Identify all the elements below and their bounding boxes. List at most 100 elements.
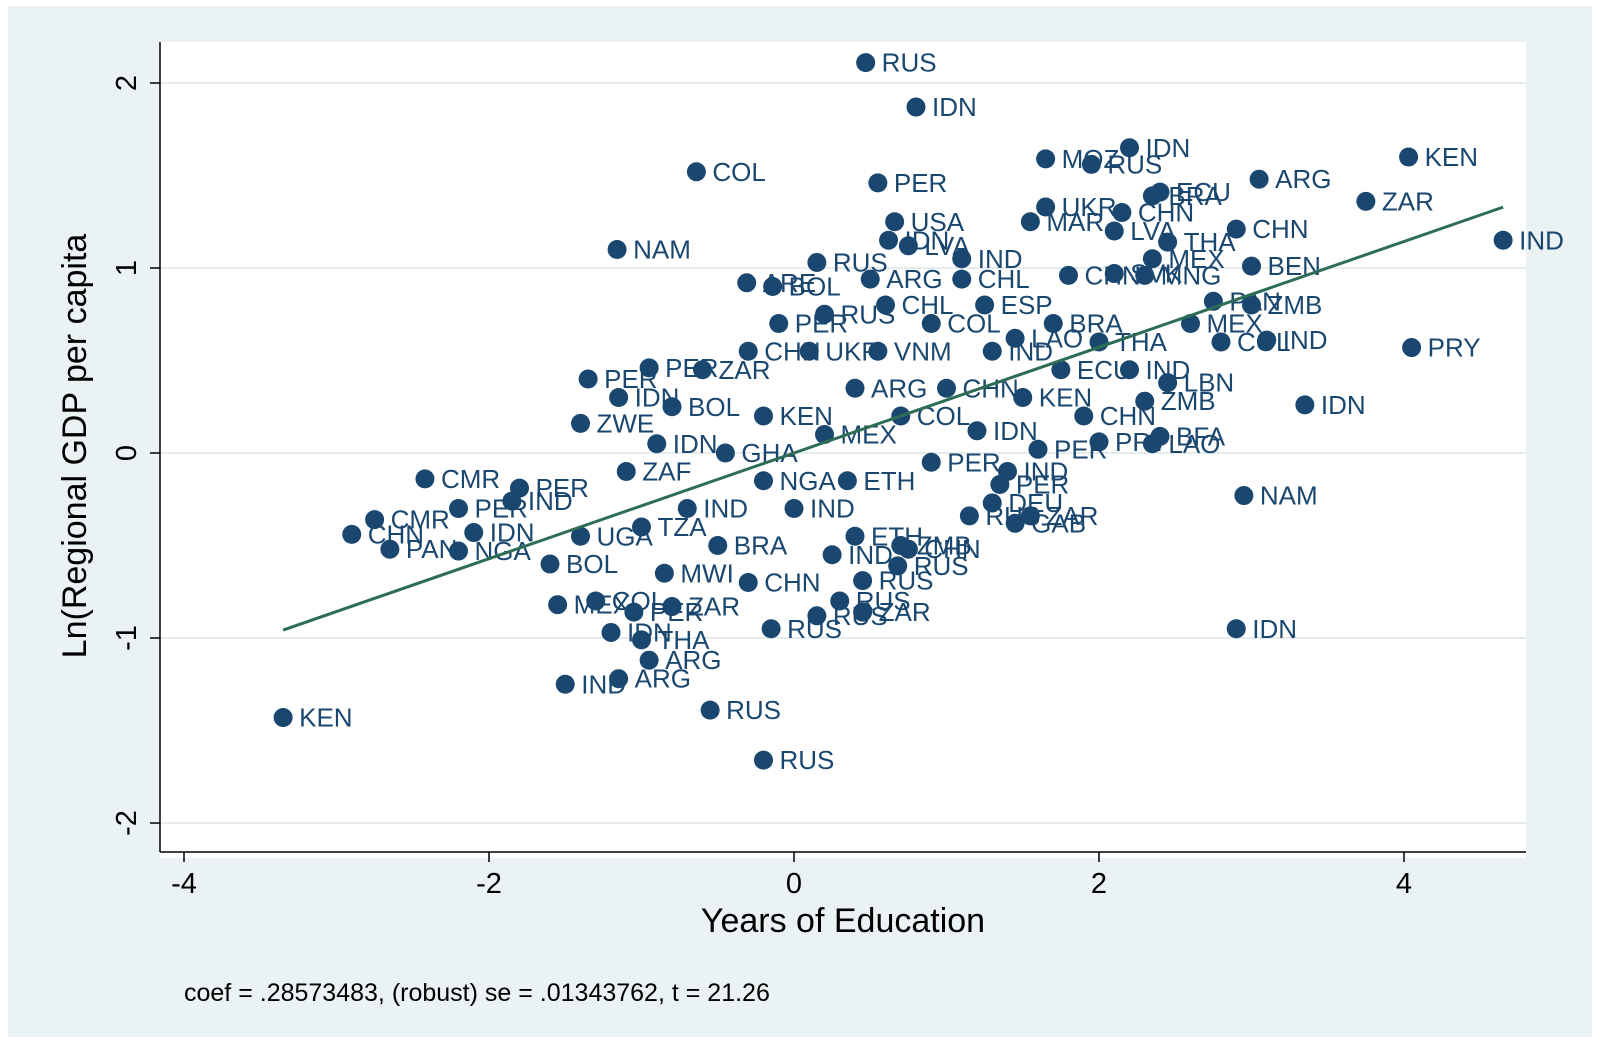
point-label: TZA: [658, 512, 708, 542]
data-point: [921, 452, 941, 472]
data-point: [845, 378, 865, 398]
data-point: [601, 622, 621, 642]
point-label: CHN: [1252, 214, 1308, 244]
point-label: PER: [947, 447, 1000, 477]
data-point: [571, 526, 590, 546]
data-point: [540, 554, 560, 574]
point-label: RUS: [879, 566, 934, 596]
point-label: BEN: [1268, 251, 1321, 281]
point-label: RUS: [780, 745, 835, 775]
data-point: [632, 517, 651, 537]
data-point: [586, 591, 606, 611]
data-point: [807, 252, 827, 272]
y-gridlines: [160, 82, 1526, 824]
data-point: [1142, 186, 1162, 206]
point-label: ARG: [886, 264, 942, 294]
point-label: ZAR: [1046, 501, 1098, 531]
point-label: IDN: [673, 429, 718, 459]
data-point: [763, 277, 783, 296]
data-point: [708, 536, 728, 555]
axes: [159, 42, 1526, 853]
data-point: [647, 434, 667, 454]
point-label: ETH: [871, 521, 923, 551]
point-label: IDN: [993, 416, 1038, 446]
data-point: [1242, 295, 1261, 315]
data-points: RUSIDNCOLPERMOZRUSIDNARGKENZARECUBRAUKRC…: [273, 48, 1564, 775]
point-label: CHL: [978, 264, 1030, 294]
data-point: [1036, 197, 1056, 217]
data-point: [868, 173, 888, 193]
point-label: KEN: [1039, 383, 1092, 413]
point-label: IDN: [1146, 133, 1191, 163]
y-tick-label: 0: [111, 445, 143, 461]
data-point: [1104, 264, 1124, 284]
x-tick-label: 2: [1091, 868, 1107, 900]
data-point: [807, 606, 827, 626]
data-point: [1356, 191, 1376, 211]
point-label: ZMB: [1268, 290, 1323, 320]
point-label: ZMB: [917, 531, 972, 561]
data-point: [639, 358, 659, 378]
data-point: [415, 469, 435, 489]
point-label: KEN: [780, 401, 833, 431]
data-point: [1257, 330, 1277, 350]
x-tick-label: -4: [171, 868, 197, 900]
data-point: [1226, 619, 1246, 639]
data-point: [761, 619, 781, 639]
data-point: [555, 674, 575, 694]
point-label: LBN: [1184, 368, 1235, 398]
point-label: BOL: [789, 272, 841, 302]
data-point: [937, 378, 956, 398]
point-label: ETH: [863, 466, 915, 496]
point-label: BFA: [1176, 421, 1226, 451]
data-point: [1020, 506, 1040, 526]
data-point: [784, 499, 804, 518]
point-label: VNM: [894, 336, 952, 366]
data-point: [571, 413, 590, 433]
data-point: [1249, 169, 1269, 189]
point-label: ARG: [1275, 164, 1331, 194]
point-label: ZAR: [879, 597, 931, 627]
data-point: [982, 493, 1002, 513]
point-label: MEX: [1168, 244, 1224, 274]
point-label: PER: [894, 168, 947, 198]
point-label: KEN: [1425, 142, 1478, 172]
data-point: [662, 397, 682, 417]
point-label: RUS: [841, 299, 896, 329]
point-label: PRY: [1428, 333, 1481, 363]
data-point: [952, 269, 972, 289]
point-label: CHN: [764, 568, 820, 598]
data-point: [548, 595, 568, 615]
data-point: [1081, 154, 1101, 174]
data-point: [1089, 432, 1109, 452]
data-point: [1234, 486, 1254, 506]
point-label: PER: [1016, 469, 1069, 499]
data-point: [1104, 221, 1124, 241]
point-label: MNG: [1161, 260, 1222, 290]
point-label: IND: [1146, 355, 1191, 385]
point-label: ZMB: [1161, 386, 1216, 416]
data-point: [921, 314, 941, 333]
data-point: [738, 341, 758, 361]
point-label: CHN: [1138, 198, 1194, 228]
data-point: [1059, 265, 1078, 285]
data-point: [273, 708, 293, 728]
data-point: [1226, 219, 1246, 239]
point-label: RUS: [787, 614, 842, 644]
data-point: [380, 539, 400, 559]
point-label: USA: [911, 207, 965, 237]
data-point: [1135, 391, 1155, 411]
data-point: [342, 524, 362, 544]
point-label: ARG: [665, 645, 721, 675]
point-label: COL: [712, 157, 765, 187]
point-label: RUS: [833, 247, 888, 277]
point-label: IDN: [1252, 614, 1297, 644]
fit-line: [282, 205, 1504, 632]
data-point: [830, 591, 850, 611]
data-point: [975, 295, 995, 315]
data-point: [967, 421, 987, 441]
data-point: [1043, 314, 1063, 333]
data-point: [464, 523, 484, 543]
point-label: THA: [1184, 227, 1237, 257]
